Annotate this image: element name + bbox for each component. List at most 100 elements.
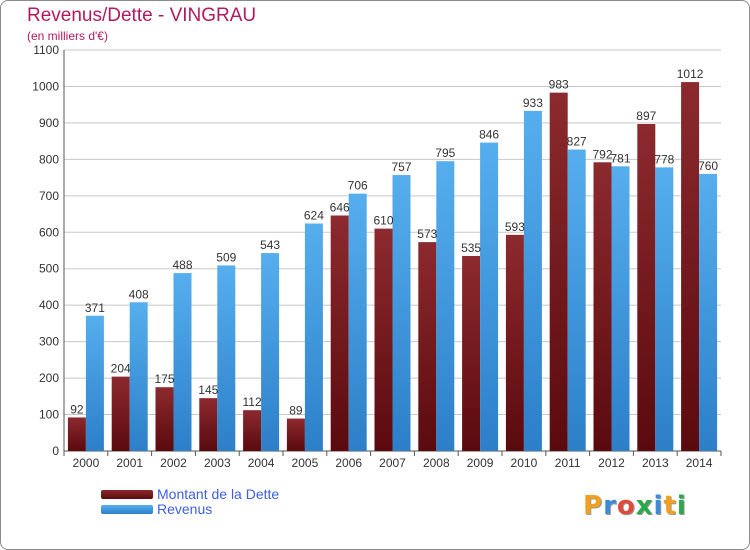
data-label-debt: 573 — [417, 227, 437, 241]
proxiti-logo: Proxiti — [583, 491, 687, 521]
y-tick-label: 700 — [39, 189, 59, 203]
bar-debt — [330, 215, 349, 451]
data-label-revenue: 624 — [304, 209, 324, 223]
bar-revenue — [699, 173, 718, 452]
x-tick-label: 2006 — [335, 456, 362, 470]
data-label-debt: 593 — [505, 220, 525, 234]
y-tick-label: 300 — [39, 335, 59, 349]
chart-title: Revenus/Dette - VINGRAU — [27, 5, 257, 26]
labels: 0 100 200 300 400 500 600 700 800 900 1000 1100 2000… — [32, 43, 718, 470]
bar-revenue — [392, 175, 411, 451]
data-label-debt: 175 — [154, 372, 174, 386]
bar-revenue — [611, 166, 630, 452]
bar-revenue — [655, 167, 674, 451]
bar-debt — [243, 410, 262, 451]
data-label-debt: 92 — [70, 402, 84, 416]
x-tick-label: 2002 — [160, 456, 187, 470]
bar-debt — [505, 234, 524, 451]
data-label-revenue: 757 — [391, 160, 411, 174]
bar-debt — [681, 82, 700, 451]
bar-debt — [418, 242, 437, 451]
data-label-revenue: 371 — [85, 301, 105, 315]
data-label-debt: 1012 — [677, 67, 704, 81]
x-tick-label: 2013 — [642, 456, 669, 470]
bar-debt — [549, 92, 568, 451]
legend-label-debt: Montant de la Dette — [157, 486, 280, 502]
y-tick-label: 200 — [39, 371, 59, 385]
bar-revenue — [173, 273, 192, 451]
legend-swatch-revenue — [101, 505, 153, 514]
y-tick-label: 600 — [39, 225, 59, 239]
data-label-revenue: 846 — [479, 128, 499, 142]
x-tick-label: 2009 — [467, 456, 494, 470]
data-label-debt: 646 — [330, 201, 350, 215]
bar-revenue — [304, 223, 323, 451]
data-label-debt: 204 — [111, 362, 131, 376]
data-label-revenue: 509 — [216, 250, 236, 264]
bars — [67, 82, 718, 452]
data-label-debt: 535 — [461, 241, 481, 255]
data-label-revenue: 408 — [129, 287, 149, 301]
logo-letter: o — [616, 491, 636, 521]
data-label-debt: 145 — [198, 383, 218, 397]
y-tick-label: 100 — [39, 408, 59, 422]
legend-label-revenue: Revenus — [157, 501, 213, 517]
logo-letter: P — [583, 491, 604, 521]
y-tick-label: 500 — [39, 262, 59, 276]
x-tick-label: 2000 — [73, 456, 100, 470]
bar-revenue — [348, 193, 367, 451]
data-label-debt: 897 — [636, 109, 656, 123]
bar-debt — [374, 228, 393, 451]
chart-subtitle: (en milliers d'€) — [27, 29, 108, 43]
data-label-debt: 112 — [243, 395, 262, 409]
x-tick-label: 2008 — [423, 456, 450, 470]
logo-letter: x — [635, 491, 654, 521]
x-tick-label: 2012 — [598, 456, 625, 470]
data-label-revenue: 760 — [698, 159, 718, 173]
data-label-revenue: 781 — [610, 151, 630, 165]
logo-letter: r — [603, 491, 617, 521]
bar-debt — [67, 417, 86, 451]
bar-revenue — [261, 253, 280, 451]
legend-swatch-debt — [101, 490, 153, 499]
y-tick-label: 400 — [39, 298, 59, 312]
data-label-debt: 610 — [373, 214, 393, 228]
bar-revenue — [480, 142, 499, 451]
bar-revenue — [567, 149, 586, 451]
data-label-revenue: 933 — [523, 96, 543, 110]
x-tick-label: 2011 — [555, 456, 581, 470]
bar-revenue — [436, 161, 455, 451]
data-label-revenue: 488 — [172, 258, 192, 272]
bar-debt — [462, 255, 481, 451]
y-tick-label: 1000 — [32, 79, 59, 93]
y-tick-label: 1100 — [33, 43, 59, 57]
y-tick-label: 0 — [52, 444, 59, 458]
data-label-revenue: 827 — [567, 135, 587, 149]
x-tick-label: 2014 — [686, 456, 713, 470]
x-tick-label: 2004 — [248, 456, 275, 470]
data-label-revenue: 706 — [348, 179, 368, 193]
data-label-revenue: 795 — [435, 146, 455, 160]
bar-revenue — [217, 265, 236, 451]
bar-debt — [155, 387, 174, 451]
x-tick-label: 2003 — [204, 456, 231, 470]
bar-debt — [199, 398, 218, 451]
x-tick-label: 2010 — [511, 456, 538, 470]
bar-debt — [286, 418, 305, 451]
bar-revenue — [523, 110, 542, 451]
bar-revenue — [129, 302, 148, 451]
y-tick-label: 900 — [39, 116, 59, 130]
x-tick-label: 2005 — [292, 456, 319, 470]
data-label-debt: 89 — [289, 404, 303, 418]
data-label-revenue: 778 — [654, 152, 674, 166]
data-label-revenue: 543 — [260, 238, 280, 252]
bar-debt — [111, 376, 130, 451]
x-tick-label: 2007 — [379, 456, 406, 470]
data-label-debt: 983 — [549, 78, 569, 92]
bar-debt — [637, 124, 656, 452]
bar-debt — [593, 162, 612, 451]
logo-letter: i — [676, 491, 687, 521]
y-tick-label: 800 — [39, 152, 59, 166]
